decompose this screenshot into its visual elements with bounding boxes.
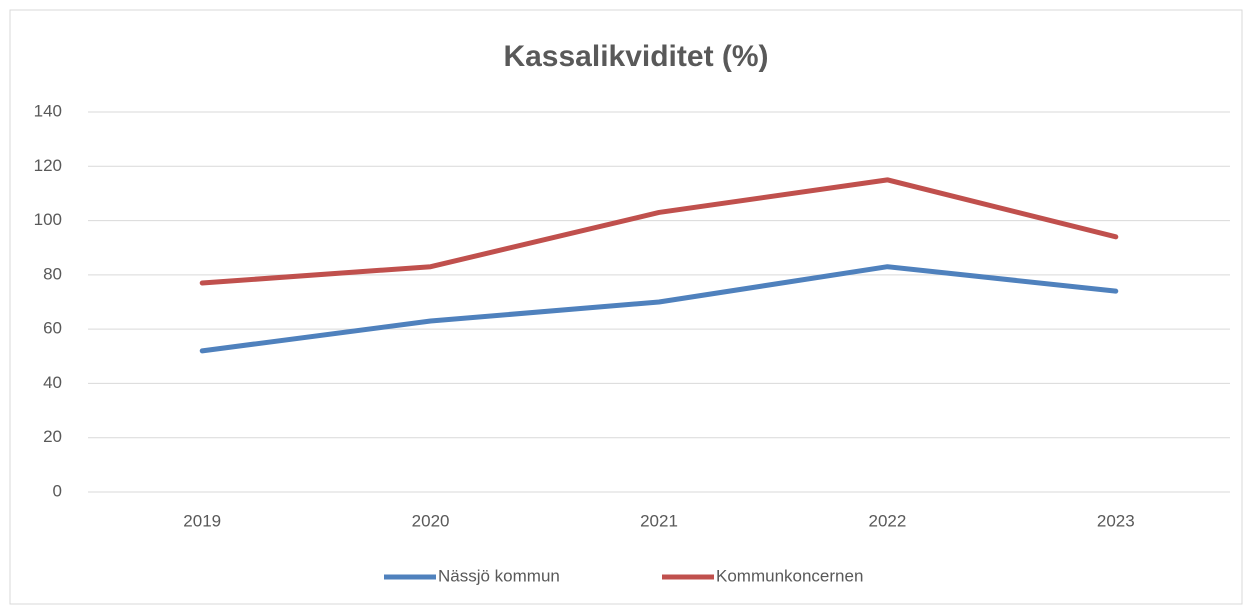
x-tick-label: 2023 [1097,511,1135,530]
x-tick-label: 2022 [868,511,906,530]
line [199,264,1119,354]
y-tick-label: 80 [43,264,62,283]
y-tick-label: 120 [34,156,62,175]
y-tick-label: 40 [43,373,62,392]
x-tick-label: 2021 [640,511,678,530]
legend-label: Kommunkoncernen [716,566,863,585]
y-tick-label: 60 [43,319,62,338]
y-tick-label: 0 [53,481,62,500]
y-tick-label: 140 [34,101,62,120]
y-tick-label: 100 [34,210,62,229]
chart-title: Kassalikviditet (%) [503,40,768,73]
x-tick-label: 2020 [412,511,450,530]
line [199,177,1119,286]
y-tick-label: 20 [43,427,62,446]
legend-label: Nässjö kommun [438,566,560,585]
x-tick-label: 2019 [183,511,221,530]
